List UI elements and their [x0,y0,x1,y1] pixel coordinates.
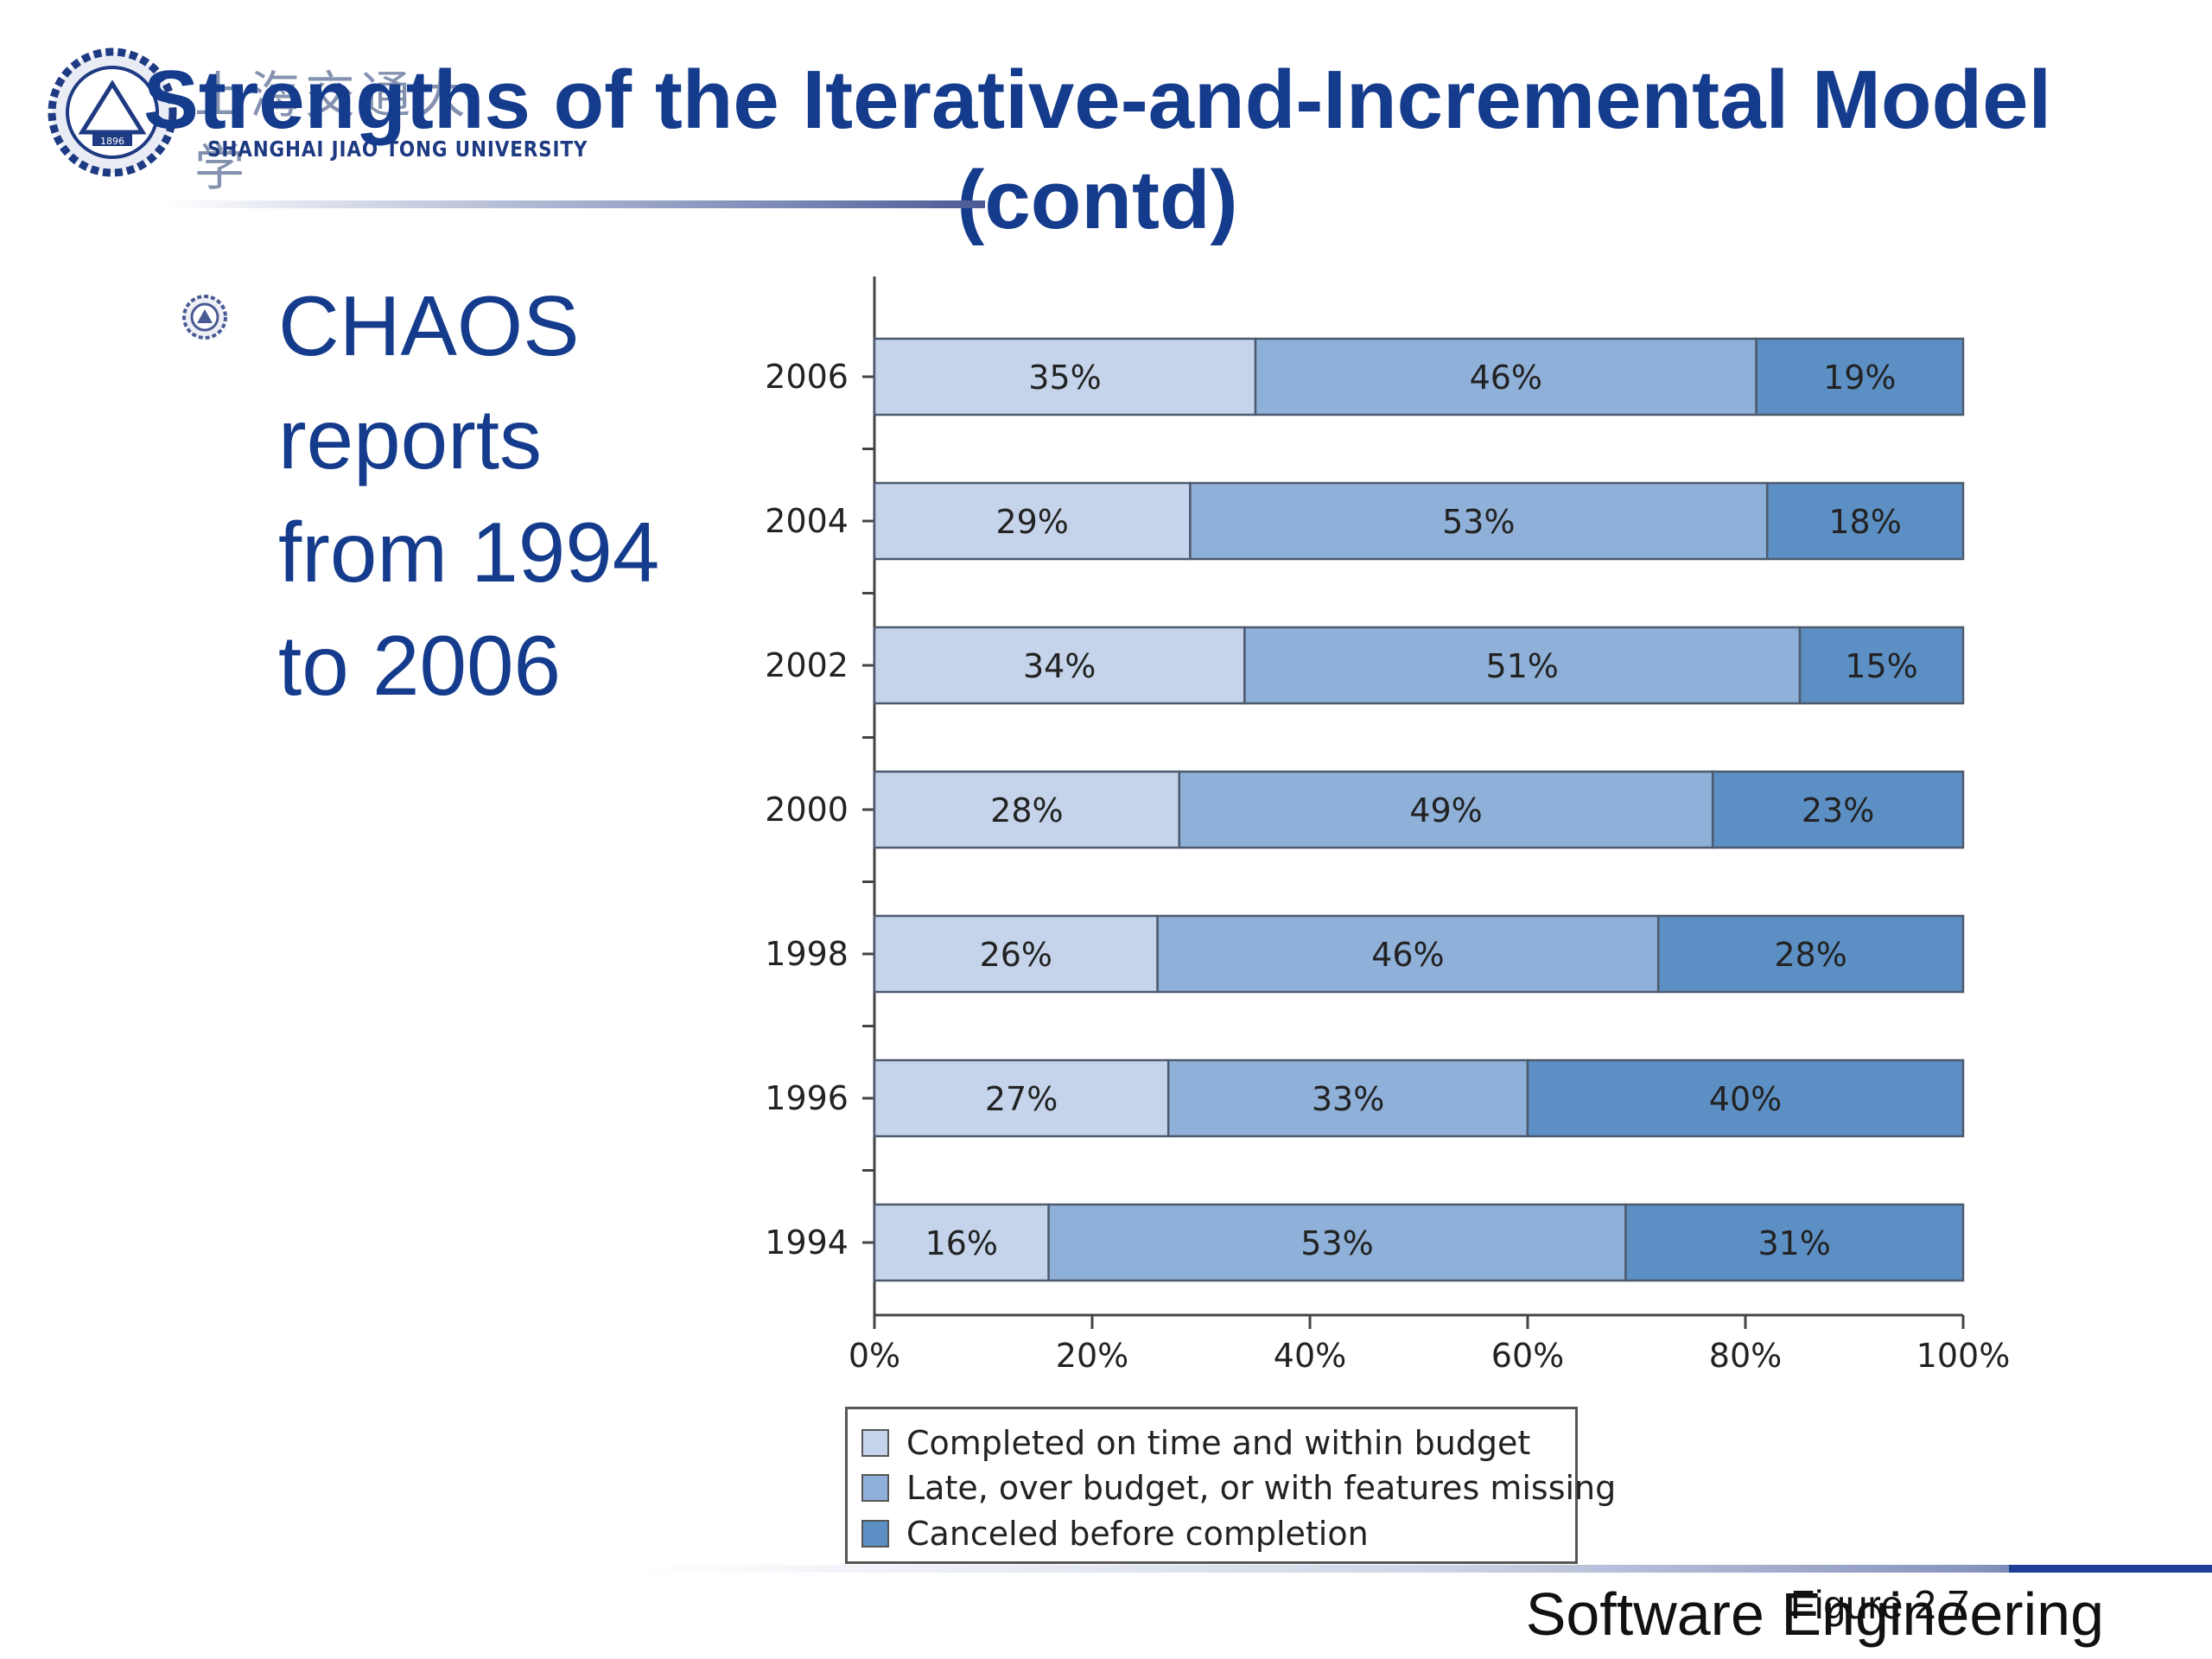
data-label-late-1996: 33% [1312,1080,1384,1118]
x-tick-label: 60% [1491,1337,1564,1375]
bar-late-2000 [1178,770,1714,849]
bullet-text: CHAOS reports from 1994 to 2006 [278,278,660,713]
slide-title: Strengths of the Iterative-and-Increment… [143,54,2052,246]
y-tick-label-2000: 2000 [765,791,849,829]
bar-late-2006 [1254,337,1758,416]
bar-canceled-1994 [1624,1203,1965,1282]
x-tick-label: 0% [849,1337,900,1375]
data-label-completed-2006: 35% [1028,359,1101,397]
legend-label-canceled: Canceled before completion [906,1515,1369,1553]
data-label-completed-1994: 16% [925,1224,998,1262]
legend-item-completed: Completed on time and within budget [861,1420,1530,1466]
data-label-completed-1996: 27% [985,1080,1058,1118]
data-label-completed-2004: 29% [995,503,1068,541]
data-label-canceled-1994: 31% [1758,1224,1830,1262]
bar-late-1998 [1156,914,1660,994]
bar-completed-2004 [873,481,1192,561]
bar-canceled-2000 [1711,770,1965,849]
x-tick-label: 20% [1056,1337,1128,1375]
university-logo: 1896 上海交通大学 SHANGHAI JIAO TONG UNIVERSIT… [48,48,587,197]
data-label-canceled-2000: 23% [1802,791,1874,830]
data-label-completed-1998: 26% [980,936,1052,974]
data-label-late-2006: 46% [1470,359,1542,397]
data-label-canceled-2004: 18% [1828,503,1901,541]
title-divider [164,200,985,208]
data-label-canceled-1996: 40% [1709,1080,1782,1118]
legend-item-canceled: Canceled before completion [861,1510,1369,1557]
data-label-late-2002: 51% [1485,647,1558,685]
legend-label-completed: Completed on time and within budget [906,1424,1531,1462]
logo-chinese-name: 上海交通大学 [194,66,472,197]
bullet-seal-icon [182,295,227,340]
legend-swatch-completed [861,1429,889,1457]
bar-late-1994 [1047,1203,1627,1282]
data-label-late-2004: 53% [1442,503,1515,541]
stacked-bar-chart: 2006 35% 46% 19% 2004 29% 53% 18% 2002 34% 51% 15% 2… [765,276,2011,1375]
legend-swatch-late [861,1474,889,1502]
y-tick-label-1996: 1996 [765,1079,849,1117]
footer-divider [639,1565,2212,1573]
x-tick-label: 80% [1709,1337,1782,1375]
bar-completed-1996 [873,1058,1170,1138]
bar-canceled-2004 [1765,481,1965,561]
seal-year: 1896 [100,136,124,147]
footer-text: Software Engineering [1525,1580,2104,1648]
data-label-canceled-2006: 19% [1823,359,1896,397]
bar-late-2004 [1189,481,1769,561]
legend-swatch-canceled [861,1520,889,1548]
y-tick-label-1998: 1998 [765,935,849,973]
university-seal-icon: 1896 [48,48,177,177]
data-label-completed-2002: 34% [1023,647,1096,685]
chart-legend: Completed on time and within budget Late… [845,1407,1616,1564]
y-tick-label-2006: 2006 [765,358,849,396]
bar-completed-1994 [873,1203,1050,1282]
bar-canceled-1996 [1526,1058,1965,1138]
data-label-canceled-2002: 15% [1845,647,1917,685]
logo-university-name: SHANGHAI JIAO TONG UNIVERSITY [207,137,588,162]
data-label-canceled-1998: 28% [1774,936,1847,974]
bar-canceled-1998 [1656,914,1965,994]
x-tick-label: 40% [1274,1337,1346,1375]
y-tick-label-2004: 2004 [765,502,849,540]
bar-canceled-2002 [1798,626,1965,705]
y-tick-label-1994: 1994 [765,1224,849,1262]
bar-late-1996 [1166,1058,1529,1138]
bar-completed-2006 [873,337,1257,416]
bar-canceled-2006 [1755,337,1965,416]
data-label-completed-2000: 28% [990,791,1063,830]
data-label-late-2000: 49% [1409,791,1482,830]
figure-label: Figure 2.7 [1790,1582,1970,1627]
bar-completed-2000 [873,770,1181,849]
data-label-late-1998: 46% [1371,936,1444,974]
legend-item-late: Late, over budget, or with features miss… [861,1465,1616,1511]
y-tick-label-2002: 2002 [765,646,849,684]
x-tick-label: 100% [1916,1337,2011,1375]
bar-late-2002 [1243,626,1802,705]
data-label-late-1994: 53% [1300,1224,1373,1262]
legend-label-late: Late, over budget, or with features miss… [906,1469,1617,1507]
bar-completed-1998 [873,914,1159,994]
